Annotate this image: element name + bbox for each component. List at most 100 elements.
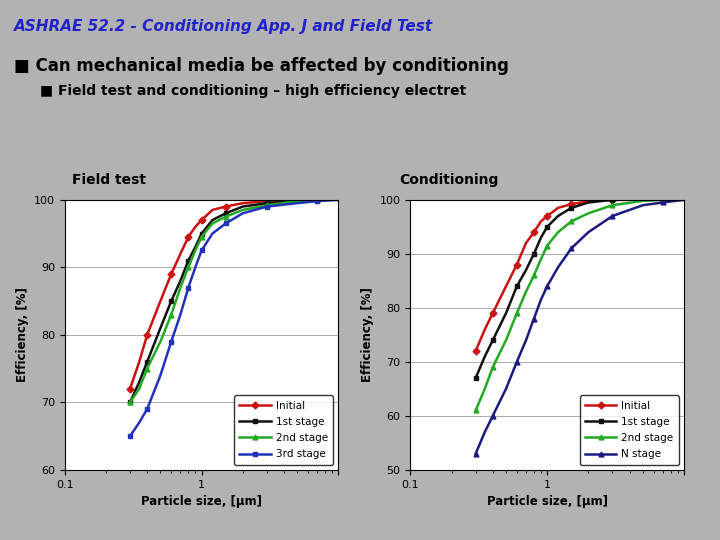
1st stage — [313, 197, 322, 203]
N stage — [502, 386, 510, 392]
3rd stage — [167, 338, 176, 345]
Initial — [639, 197, 647, 203]
2nd stage — [530, 272, 539, 279]
Line: 1st stage: 1st stage — [473, 197, 686, 381]
1st stage — [639, 197, 647, 203]
Initial — [313, 197, 322, 203]
2nd stage — [208, 220, 217, 227]
2nd stage — [608, 202, 617, 208]
3rd stage — [293, 200, 302, 206]
1st stage — [680, 197, 688, 203]
1st stage — [135, 379, 143, 386]
1st stage — [584, 199, 593, 206]
Y-axis label: Efficiency, [%]: Efficiency, [%] — [361, 287, 374, 382]
N stage — [480, 429, 489, 435]
2nd stage — [659, 197, 667, 203]
2nd stage — [313, 197, 322, 203]
Initial — [263, 198, 271, 205]
Text: Conditioning: Conditioning — [400, 173, 499, 187]
N stage — [536, 296, 545, 303]
Initial — [221, 203, 230, 210]
Initial — [480, 326, 489, 333]
2nd stage — [488, 364, 497, 370]
Initial — [536, 218, 545, 225]
1st stage — [126, 399, 135, 406]
2nd stage — [221, 213, 230, 220]
Initial — [584, 198, 593, 205]
2nd stage — [536, 256, 545, 262]
3rd stage — [156, 372, 165, 379]
3rd stage — [197, 247, 206, 254]
1st stage — [208, 217, 217, 224]
Initial — [554, 205, 562, 211]
Initial — [184, 234, 193, 240]
N stage — [554, 264, 562, 271]
Initial — [135, 359, 143, 365]
Line: 2nd stage: 2nd stage — [127, 197, 341, 405]
1st stage — [184, 258, 193, 264]
1st stage — [480, 353, 489, 360]
2nd stage — [197, 234, 206, 240]
3rd stage — [135, 419, 143, 426]
Initial — [543, 213, 552, 219]
2nd stage — [135, 386, 143, 392]
Legend: Initial, 1st stage, 2nd stage, 3rd stage: Initial, 1st stage, 2nd stage, 3rd stage — [234, 395, 333, 464]
Line: 2nd stage: 2nd stage — [473, 197, 686, 413]
Initial — [334, 197, 343, 203]
1st stage — [567, 205, 575, 211]
2nd stage — [502, 337, 510, 343]
1st stage — [513, 283, 521, 289]
1st stage — [659, 197, 667, 203]
3rd stage — [126, 433, 135, 440]
Initial — [472, 348, 480, 354]
N stage — [522, 337, 531, 343]
3rd stage — [176, 311, 185, 318]
1st stage — [608, 197, 617, 203]
Text: ■ Field test and conditioning – high efficiency electret: ■ Field test and conditioning – high eff… — [40, 84, 466, 98]
Initial — [208, 207, 217, 213]
Initial — [522, 240, 531, 246]
Text: ■ Can mechanical media be affected by conditioning: ■ Can mechanical media be affected by co… — [14, 57, 509, 75]
2nd stage — [176, 284, 185, 291]
Legend: Initial, 1st stage, 2nd stage, N stage: Initial, 1st stage, 2nd stage, N stage — [580, 395, 679, 464]
2nd stage — [639, 198, 647, 204]
1st stage — [530, 251, 539, 257]
1st stage — [156, 325, 165, 331]
3rd stage — [208, 230, 217, 237]
Initial — [530, 229, 539, 235]
2nd stage — [584, 210, 593, 217]
1st stage — [167, 298, 176, 305]
2nd stage — [554, 229, 562, 235]
Initial — [143, 332, 151, 338]
Initial — [238, 200, 247, 206]
2nd stage — [167, 311, 176, 318]
1st stage — [472, 375, 480, 381]
2nd stage — [567, 218, 575, 225]
Text: Field test: Field test — [72, 173, 146, 187]
Initial — [197, 217, 206, 224]
Initial — [608, 197, 617, 203]
Text: ASHRAE 52.2 - Conditioning App. J and Field Test: ASHRAE 52.2 - Conditioning App. J and Fi… — [14, 19, 433, 34]
X-axis label: Particle size, [μm]: Particle size, [μm] — [141, 495, 262, 508]
Y-axis label: Efficiency, [%]: Efficiency, [%] — [16, 287, 29, 382]
Initial — [680, 197, 688, 203]
Line: 1st stage: 1st stage — [127, 197, 341, 405]
2nd stage — [143, 365, 151, 372]
Line: Initial: Initial — [473, 197, 686, 354]
1st stage — [536, 234, 545, 241]
2nd stage — [680, 197, 688, 203]
3rd stage — [238, 210, 247, 217]
Initial — [176, 251, 185, 257]
N stage — [680, 197, 688, 203]
3rd stage — [263, 203, 271, 210]
N stage — [659, 199, 667, 206]
2nd stage — [513, 310, 521, 316]
2nd stage — [263, 202, 271, 208]
N stage — [639, 202, 647, 208]
1st stage — [143, 359, 151, 365]
N stage — [472, 450, 480, 457]
1st stage — [502, 310, 510, 316]
N stage — [608, 213, 617, 219]
Line: N stage: N stage — [473, 197, 686, 456]
1st stage — [176, 278, 185, 284]
